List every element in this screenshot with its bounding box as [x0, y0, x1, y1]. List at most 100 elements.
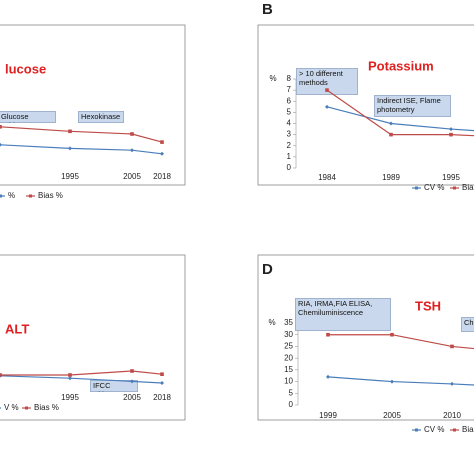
- legend-label: %: [8, 191, 15, 200]
- marker: [326, 332, 330, 337]
- marker: [68, 373, 72, 377]
- marker: [390, 379, 394, 384]
- chart-title: Potassium: [368, 58, 434, 73]
- marker: [68, 129, 72, 134]
- marker: [449, 127, 453, 132]
- legend-label: Bias %: [34, 403, 59, 412]
- chart-title: ALT: [5, 321, 29, 336]
- y-tick-label: 30: [284, 330, 293, 339]
- x-tick-label: 2018: [153, 393, 171, 402]
- annotation-box: RIA, IRMA,FIA ELISA, Chemiluminiscence: [295, 298, 391, 331]
- x-tick-label: 2005: [123, 172, 141, 181]
- marker: [68, 376, 72, 381]
- legend-label: V %: [4, 403, 19, 412]
- x-tick-label: 1984: [318, 173, 336, 182]
- marker: [389, 121, 393, 126]
- y-tick-label: 3: [287, 130, 292, 139]
- marker: [390, 332, 394, 337]
- y-tick-label: 10: [284, 377, 293, 386]
- marker: [130, 132, 134, 136]
- marker: [130, 369, 134, 373]
- y-tick-label: 7: [287, 85, 292, 94]
- y-tick-label: 4: [287, 119, 292, 128]
- y-axis-label: %: [269, 74, 276, 83]
- y-tick-label: 2: [287, 141, 292, 150]
- y-axis-label: %: [268, 318, 275, 327]
- y-tick-label: 35: [284, 318, 293, 327]
- marker: [0, 125, 2, 129]
- panel-frame: [257, 254, 474, 421]
- marker: [68, 146, 72, 151]
- y-tick-label: 1: [287, 152, 292, 161]
- chart-title: TSH: [415, 298, 441, 313]
- annotation: Hexokinase: [78, 111, 124, 123]
- marker: [389, 132, 393, 137]
- x-tick-label: 1995: [61, 393, 79, 402]
- y-tick-label: 15: [284, 365, 293, 374]
- marker: [450, 344, 454, 349]
- marker: [130, 379, 134, 384]
- legend-marker: [415, 186, 418, 190]
- y-tick-label: 0: [287, 163, 292, 172]
- legend-marker: [453, 186, 456, 190]
- panel-label: B: [262, 1, 273, 18]
- legend-label: CV %: [424, 183, 444, 192]
- marker: [449, 132, 453, 137]
- marker: [450, 381, 454, 386]
- x-tick-label: 2018: [153, 172, 171, 181]
- y-tick-label: 0: [289, 400, 294, 409]
- series-line: [0, 144, 163, 155]
- x-tick-label: 2010: [443, 411, 461, 420]
- series-line: [327, 376, 474, 386]
- annotation: RIA, IRMA,FIA ELISA, Chemiluminiscence: [295, 298, 391, 331]
- chart-title: lucose: [5, 61, 46, 76]
- annotation-box: Hexokinase: [78, 111, 124, 123]
- series-line: [326, 89, 474, 137]
- legend-label: Bias: [462, 425, 474, 434]
- series-line: [328, 334, 474, 350]
- y-tick-label: 5: [287, 107, 292, 116]
- y-tick-label: 8: [287, 74, 292, 83]
- marker: [160, 151, 164, 156]
- legend-label: CV %: [424, 425, 444, 434]
- series-line: [326, 106, 474, 132]
- annotation-box: Indirect ISE, Flame photometry: [374, 95, 451, 117]
- legend-marker: [453, 428, 456, 432]
- legend-marker: [415, 428, 418, 432]
- panel-frame: [0, 24, 186, 186]
- marker: [160, 381, 164, 385]
- x-tick-label: 1995: [61, 172, 79, 181]
- y-tick-label: 20: [284, 353, 293, 362]
- marker: [160, 372, 164, 376]
- series-line: [0, 370, 163, 376]
- x-tick-label: 2005: [383, 411, 401, 420]
- marker: [0, 373, 2, 377]
- x-tick-label: 1999: [319, 411, 337, 420]
- marker: [326, 374, 330, 379]
- annotation-box: Che: [461, 317, 474, 332]
- series-line: [0, 126, 163, 143]
- legend-marker: [25, 406, 28, 410]
- annotation: Indirect ISE, Flame photometry: [374, 95, 451, 117]
- panel-label: D: [262, 261, 273, 278]
- marker: [0, 142, 2, 147]
- series-line: [0, 375, 163, 384]
- annotation-box: Glucose oxidase: [0, 111, 56, 123]
- annotation: Che: [461, 317, 474, 332]
- y-tick-label: 6: [287, 96, 292, 105]
- x-tick-label: 1995: [442, 173, 460, 182]
- legend-label: Bias %: [38, 191, 63, 200]
- legend-label: Bias: [462, 183, 474, 192]
- y-tick-label: 25: [284, 342, 293, 351]
- x-tick-label: 2005: [123, 393, 141, 402]
- annotation: Glucose oxidase: [0, 111, 56, 123]
- marker: [325, 88, 329, 92]
- marker: [325, 104, 329, 109]
- panel-frame: [0, 254, 186, 421]
- legend-marker: [29, 194, 32, 198]
- y-tick-label: 5: [289, 388, 294, 397]
- panel-frame: [257, 24, 474, 186]
- marker: [160, 140, 164, 144]
- legend-marker: [0, 194, 2, 198]
